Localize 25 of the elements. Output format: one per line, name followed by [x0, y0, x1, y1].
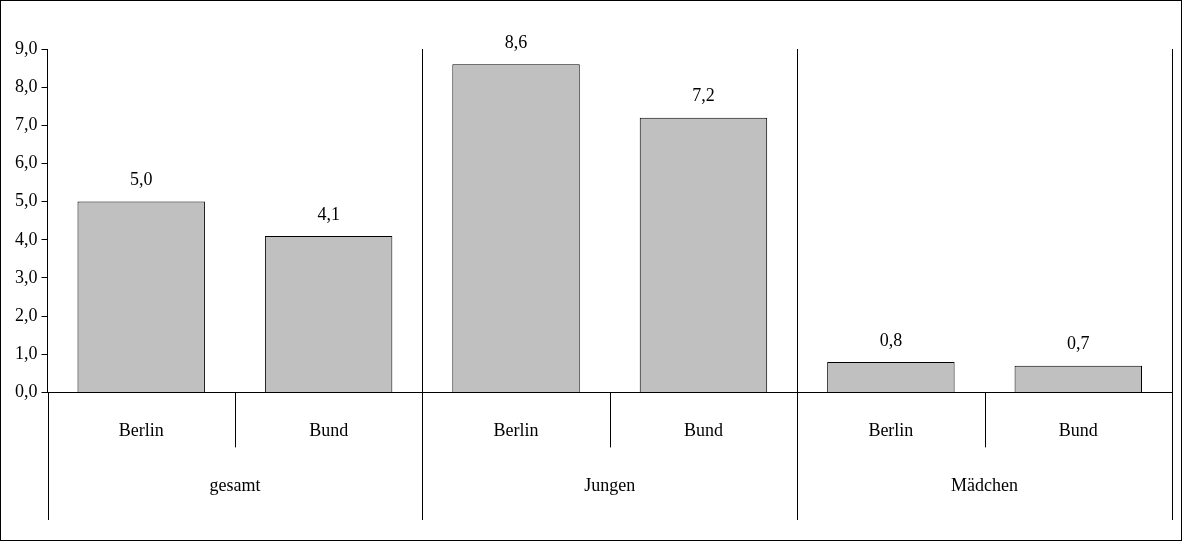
y-tick-label: 8,0 [15, 75, 38, 96]
x-tick-label: Bund [309, 419, 349, 440]
y-tick-label: 4,0 [15, 228, 38, 249]
data-label: 4,1 [317, 203, 340, 224]
y-tick-label: 3,0 [15, 266, 38, 287]
x-tick-label: Berlin [118, 419, 164, 440]
x-tick-label: Bund [683, 419, 723, 440]
text: gesamt [209, 475, 261, 496]
y-tick-label: 7,0 [15, 114, 38, 135]
text: Mädchen [951, 475, 1019, 496]
data-label: 7,2 [692, 85, 715, 106]
y-tick-label: 2,0 [15, 304, 38, 325]
data-label: 5,0 [129, 169, 153, 190]
y-tick-label: 9,0 [15, 37, 38, 58]
data-label: 0,7 [1067, 333, 1090, 354]
text: Jungen [584, 475, 636, 496]
data-label: 8,6 [504, 32, 528, 52]
y-tick-label: 0,0 [15, 381, 38, 402]
y-tick-label: 5,0 [15, 190, 38, 211]
x-tick-label: Bund [1058, 419, 1098, 440]
x-tick-label: Berlin [493, 419, 539, 440]
y-tick-label: 6,0 [15, 152, 38, 173]
x-tick-label: Berlin [868, 419, 914, 440]
data-label: 0,8 [879, 329, 903, 350]
y-tick-label: 1,0 [15, 342, 38, 363]
